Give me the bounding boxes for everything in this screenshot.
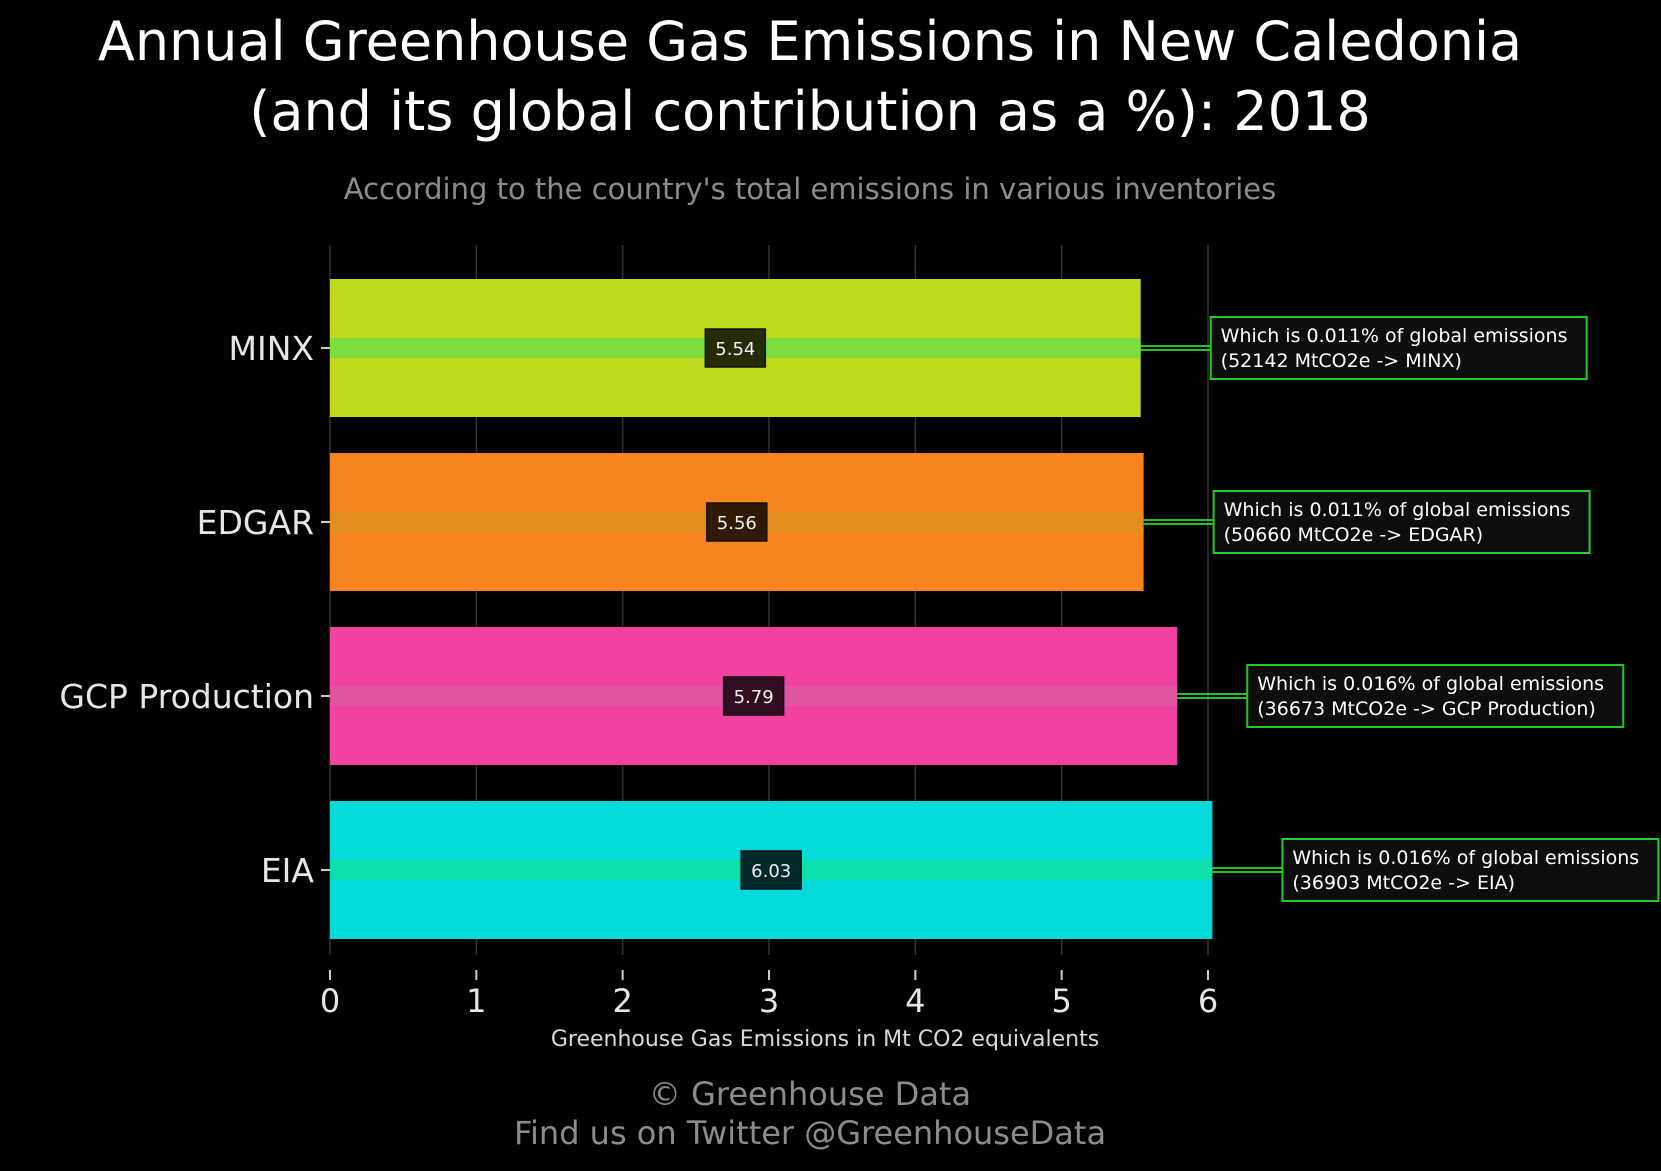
chart-title-line1: Annual Greenhouse Gas Emissions in New C… (98, 10, 1522, 73)
chart-title-line2: (and its global contribution as a %): 20… (249, 80, 1370, 143)
value-label-1: 5.56 (717, 513, 757, 534)
value-label-box-2 (722, 676, 785, 716)
value-label-box-1 (706, 502, 768, 542)
annotation-box-0 (1209, 316, 1588, 380)
footer-copyright: © Greenhouse Data (649, 1075, 971, 1113)
annotation-box-2 (1246, 664, 1625, 728)
x-tick-label-5: 5 (1051, 982, 1071, 1020)
y-tick-label-3: EIA (261, 851, 315, 890)
annotation-box-1 (1212, 490, 1591, 554)
x-tick-label-6: 6 (1198, 982, 1218, 1020)
annotation-line1-1: Which is 0.011% of global emissions (1224, 499, 1571, 521)
x-axis-label: Greenhouse Gas Emissions in Mt CO2 equiv… (551, 1027, 1099, 1052)
annotation-line2-2: (36673 MtCO2e -> GCP Production) (1257, 698, 1596, 720)
value-label-3: 6.03 (751, 861, 791, 882)
y-tick-label-0: MINX (229, 329, 315, 368)
x-axis: MINX EDGAR GCP Production EIA 0 1 2 3 4 5 6 (59, 329, 1218, 1020)
bars-layer: 5.54 5.56 5.79 6.03 (330, 279, 1213, 939)
annotation-line1-3: Which is 0.016% of global emissions (1292, 847, 1639, 869)
y-tick-label-1: EDGAR (197, 503, 314, 542)
value-label-2: 5.79 (734, 687, 774, 708)
y-tick-label-2: GCP Production (59, 677, 314, 716)
x-tick-label-2: 2 (612, 982, 632, 1020)
annotation-line2-1: (50660 MtCO2e -> EDGAR) (1224, 524, 1484, 546)
annotation-line2-3: (36903 MtCO2e -> EIA) (1292, 872, 1515, 894)
annotation-line1-0: Which is 0.011% of global emissions (1221, 325, 1568, 347)
x-tick-label-4: 4 (905, 982, 925, 1020)
value-label-0: 5.54 (715, 339, 755, 360)
x-tick-label-0: 0 (320, 982, 340, 1020)
chart-subtitle: According to the country's total emissio… (344, 172, 1276, 206)
x-tick-label-1: 1 (466, 982, 486, 1020)
x-tick-label-3: 3 (759, 982, 779, 1020)
annotation-box-3 (1281, 838, 1660, 902)
annotation-line2-0: (52142 MtCO2e -> MINX) (1221, 350, 1462, 372)
annotations-layer: Which is 0.011% of global emissions (5214… (1140, 316, 1660, 902)
annotation-line1-2: Which is 0.016% of global emissions (1257, 673, 1604, 695)
value-label-box-0 (704, 328, 767, 368)
value-label-box-3 (740, 850, 802, 890)
footer-twitter: Find us on Twitter @GreenhouseData (514, 1114, 1106, 1152)
